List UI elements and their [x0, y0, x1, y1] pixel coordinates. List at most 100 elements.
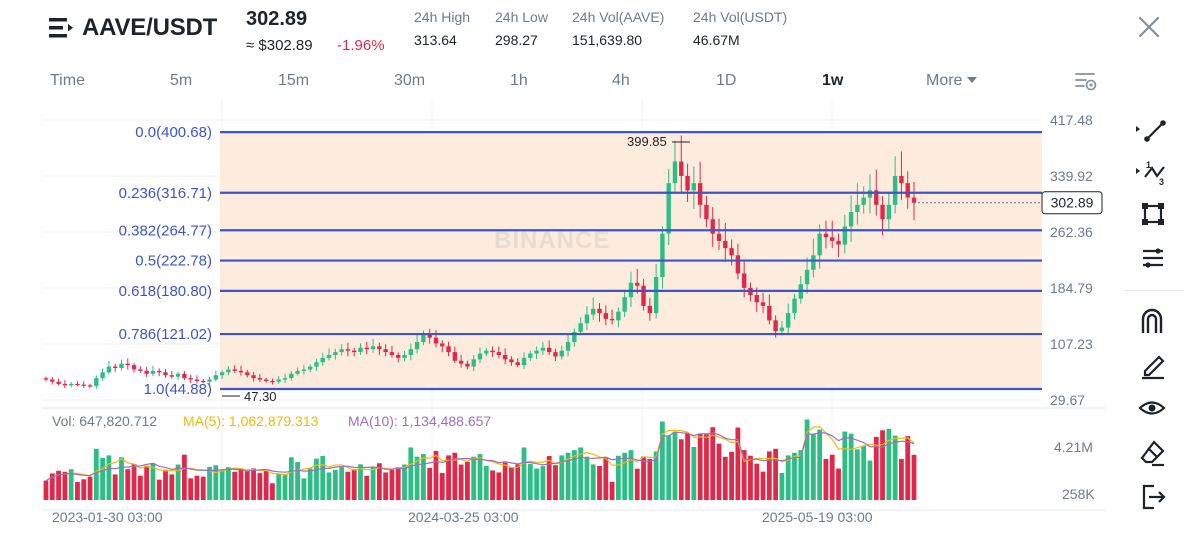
volume-bar: [842, 431, 848, 500]
fib-retracement-tool[interactable]: 0.0(400.68) 0.236(316.71) 0.382(264.77) 0.5…: [119, 124, 1042, 398]
candle-body: [433, 337, 439, 344]
candle-body: [911, 197, 917, 203]
candle-body: [157, 370, 162, 373]
candle-body: [779, 327, 785, 332]
parallel-channel-tool-icon[interactable]: [1134, 242, 1170, 274]
candle-body: [94, 378, 99, 387]
candle-body: [465, 363, 470, 367]
tab-4h[interactable]: 4h: [612, 72, 630, 89]
volume-bar: [112, 474, 118, 500]
volume-pane: Vol: 647,820.712 MA(5): 1,062,879.313 MA(1…: [43, 413, 1095, 502]
rectangle-tool-icon[interactable]: [1134, 198, 1170, 230]
volume-bar: [810, 433, 816, 500]
candle-body: [716, 233, 722, 241]
chart-settings-icon[interactable]: [1074, 71, 1098, 91]
volume-bar: [546, 456, 552, 500]
volume-bar: [854, 449, 860, 500]
volume-bar: [905, 436, 911, 500]
candle-body: [515, 362, 520, 366]
volume-bar: [408, 447, 414, 500]
volume-bar: [75, 481, 80, 500]
tab-1w[interactable]: 1w: [822, 72, 844, 89]
volume-bar: [326, 472, 332, 500]
candle-body: [679, 161, 684, 176]
volume-bar: [93, 448, 99, 500]
volume-bar: [427, 467, 433, 500]
candle-body: [691, 183, 697, 191]
tab-5m[interactable]: 5m: [170, 72, 193, 89]
candle-body: [163, 372, 168, 376]
svg-text:1: 1: [1146, 160, 1151, 170]
volume-bar: [364, 475, 370, 500]
volume-bar: [490, 470, 495, 500]
fib-level-label: 0.0(400.68): [135, 124, 212, 141]
candle-body: [188, 378, 193, 380]
candle-body: [62, 383, 68, 386]
volume-bar: [647, 458, 653, 500]
candle-body: [301, 369, 307, 371]
candle-body: [830, 237, 835, 241]
volume-bar: [194, 475, 200, 500]
menu-icon[interactable]: [48, 16, 74, 40]
magnet-icon[interactable]: [1134, 305, 1170, 337]
volume-bar: [722, 456, 728, 500]
volume-bar: [181, 454, 187, 500]
fib-tool-icon[interactable]: 1 3: [1134, 156, 1170, 188]
stat-label-24h-vol-quote: 24h Vol(USDT): [693, 9, 788, 25]
volume-bar: [880, 430, 885, 500]
tab-time[interactable]: Time: [50, 72, 85, 89]
candle-body: [207, 379, 212, 382]
volume-bar: [836, 468, 841, 500]
more-dropdown[interactable]: More: [926, 72, 978, 90]
volume-bar: [244, 471, 250, 500]
candle-body: [358, 347, 363, 353]
volume-bar: [892, 435, 898, 500]
volume-bar: [106, 455, 112, 500]
fib-level-label: 0.618(180.80): [119, 283, 212, 300]
volume-bar: [465, 461, 470, 500]
eraser-icon[interactable]: [1134, 436, 1170, 468]
candle-body: [811, 255, 816, 270]
volume-bar: [332, 469, 338, 500]
volume-bar: [307, 468, 313, 500]
candle-body: [257, 378, 263, 380]
pair-title[interactable]: AAVE/USDT: [82, 14, 218, 41]
candle-body: [421, 334, 426, 343]
tab-1d[interactable]: 1D: [716, 72, 737, 89]
candle-body: [68, 383, 74, 386]
volume-axis-max: 4.21M: [1054, 439, 1093, 455]
pencil-icon[interactable]: [1134, 348, 1170, 380]
candle-body: [754, 295, 759, 303]
ma5-value: MA(5): 1,062,879.313: [183, 413, 319, 429]
candle-body: [194, 379, 200, 381]
chart-canvas[interactable]: BINANCE 0.0(400.68) 0.236(316.71) 0.382(26…: [42, 100, 1106, 530]
tab-1h[interactable]: 1h: [510, 72, 528, 89]
volume-bar: [911, 454, 917, 500]
ma10-value: MA(10): 1,134,488.657: [348, 413, 491, 429]
volume-bar: [188, 478, 194, 500]
high-marker-label: 399.85: [627, 134, 667, 149]
current-price-tag: [1041, 191, 1103, 215]
volume-bar: [125, 469, 131, 500]
candle-body: [609, 318, 615, 321]
candles-layer: [43, 135, 917, 389]
tab-30m[interactable]: 30m: [394, 72, 426, 89]
close-icon[interactable]: [1138, 16, 1160, 38]
tab-15m[interactable]: 15m: [278, 72, 310, 89]
exit-icon[interactable]: [1134, 480, 1170, 512]
volume-bar: [175, 464, 181, 500]
candle-body: [282, 378, 288, 380]
eye-icon[interactable]: [1134, 392, 1170, 424]
candle-body: [289, 373, 294, 379]
volume-bar: [270, 483, 275, 500]
candle-body: [150, 370, 156, 374]
candle-body: [660, 233, 665, 278]
current-price-label: 302.89: [1051, 195, 1094, 211]
candle-body: [641, 285, 646, 306]
candlestick-chart[interactable]: BINANCE 0.0(400.68) 0.236(316.71) 0.382(26…: [42, 100, 1106, 530]
volume-bar: [527, 463, 533, 500]
volume-bar: [295, 461, 300, 500]
candle-body: [616, 311, 621, 321]
volume-bar: [483, 465, 489, 500]
trend-line-tool-icon[interactable]: [1134, 114, 1170, 146]
